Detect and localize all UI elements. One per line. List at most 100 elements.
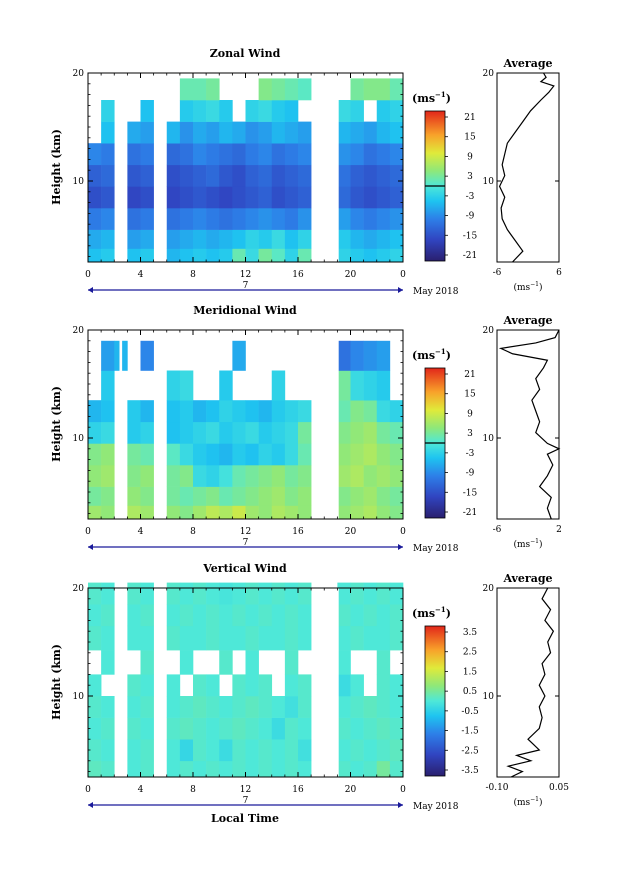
x-ticks: 0 4 8 12 16 20 0	[85, 588, 406, 795]
x-tick-label: 8	[190, 270, 196, 280]
heatmap-cell	[127, 143, 141, 166]
average-x-tick-label: -6	[493, 525, 502, 535]
heatmap-cell	[337, 582, 351, 605]
heatmap-cell	[101, 604, 115, 627]
heatmap-cell	[206, 739, 220, 762]
heatmap-cell	[179, 739, 194, 762]
heatmap-cell	[193, 248, 207, 263]
heatmap-cell	[232, 696, 246, 718]
heatmap-cell	[258, 143, 273, 166]
average-profile-panel: Average 10 20 -6 6 (ms−1)	[483, 57, 563, 293]
heatmap-cell	[271, 143, 286, 166]
heatmap-cell	[284, 674, 299, 697]
heatmap-cell	[166, 739, 181, 762]
heatmap-cell	[245, 421, 259, 444]
heatmap-cell	[389, 421, 404, 444]
heatmap-cell	[140, 443, 154, 466]
heatmap-cell	[284, 229, 299, 249]
heatmap-cell	[271, 229, 286, 249]
heatmap-cell	[350, 340, 364, 371]
data-gap	[333, 73, 339, 262]
heatmap-cell	[271, 186, 286, 209]
heatmap-cell	[350, 465, 364, 487]
heatmap-cell	[337, 421, 351, 444]
heatmap-cell	[245, 186, 259, 209]
heatmap-cell	[219, 121, 233, 144]
heatmap-cell	[376, 400, 391, 423]
data-gap	[317, 588, 323, 777]
heatmap-cell	[193, 486, 207, 506]
heatmap-cell	[88, 186, 102, 209]
heatmap-cell	[350, 625, 364, 651]
panel-vertical-wind: Vertical Wind 0 4 8 12 16 20 0 10 20 Height (km…	[50, 562, 569, 825]
heatmap-cell	[389, 143, 404, 166]
x-tick-label: 16	[292, 527, 304, 537]
heatmap-cell	[101, 121, 115, 144]
colorbar-tick-label: -15	[463, 488, 478, 498]
heatmap-cell	[389, 78, 404, 101]
heatmap-cell	[376, 421, 391, 444]
data-gap	[333, 330, 339, 519]
heatmap-cell	[363, 78, 378, 101]
average-title: Average	[502, 314, 552, 327]
heatmap-cell	[179, 443, 194, 466]
heatmap-cell	[127, 696, 141, 718]
heatmap-cell	[258, 582, 273, 605]
heatmap-cell	[389, 739, 404, 762]
average-x-tick-label: -6	[493, 268, 502, 278]
heatmap-cell	[245, 248, 259, 263]
heatmap-cell	[350, 78, 364, 101]
heatmap-cell	[389, 486, 404, 506]
y-axis-label: Height (km)	[50, 386, 63, 462]
heatmap-cell	[271, 760, 286, 778]
data-gap	[119, 588, 123, 777]
heatmap-cell	[363, 164, 378, 187]
x-tick-label: 0	[85, 527, 91, 537]
heatmap-cell	[389, 760, 404, 778]
date-axis: 7 May 2018	[88, 796, 459, 812]
x-tick-label: 0	[400, 270, 406, 280]
heatmap-cell	[101, 100, 115, 122]
heatmap-cell	[232, 604, 246, 627]
heatmap-cell	[193, 625, 207, 651]
heatmap-cell	[350, 505, 364, 520]
heatmap-cell	[258, 229, 273, 249]
heatmap-cell	[101, 582, 115, 605]
heatmap-cell	[258, 443, 273, 466]
heatmap-cell	[219, 582, 233, 605]
heatmap-cell	[127, 229, 141, 249]
heatmap-cell	[350, 229, 364, 249]
heatmap-cell	[271, 486, 286, 506]
heatmap-cell	[140, 100, 154, 122]
x-tick-label: 20	[345, 527, 357, 537]
heatmap-cell	[127, 248, 141, 263]
heatmap-cell	[298, 421, 312, 444]
colorbar-tick-label: -3.5	[461, 766, 479, 776]
heatmap-cell	[206, 486, 220, 506]
heatmap-cell	[284, 100, 299, 122]
heatmap-cell	[127, 505, 141, 520]
heatmap-cell	[166, 465, 181, 487]
heatmap-cell	[193, 739, 207, 762]
heatmap-cell	[337, 465, 351, 487]
heatmap-cell	[337, 650, 351, 675]
heatmap-cell	[127, 186, 141, 209]
colorbar-tick-label: 21	[464, 370, 475, 380]
heatmap-cell	[245, 739, 259, 762]
heatmap-cell	[389, 121, 404, 144]
x-tick-label: 8	[190, 527, 196, 537]
heatmap-cell	[88, 505, 102, 520]
x-ticks: 0 4 8 12 16 20 0	[85, 330, 406, 537]
x-tick-label: 12	[240, 785, 251, 795]
heatmap-cell	[337, 208, 351, 230]
heatmap-cell	[271, 248, 286, 263]
heatmap-cell	[206, 717, 220, 740]
data-gap	[158, 330, 163, 519]
heatmap-cell	[101, 486, 115, 506]
heatmap-cell	[193, 582, 207, 605]
heatmap-cell	[101, 340, 115, 371]
heatmap-cell	[350, 370, 364, 401]
y-ticks: 10 20	[73, 69, 403, 258]
heatmap-cell	[350, 421, 364, 444]
heatmap-cell	[232, 208, 246, 230]
